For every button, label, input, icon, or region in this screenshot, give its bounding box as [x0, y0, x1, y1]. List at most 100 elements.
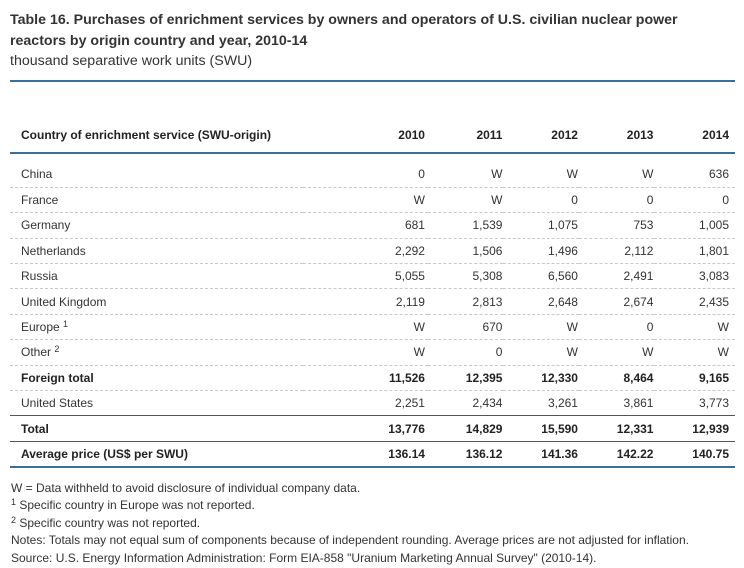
row-label-text: China	[21, 167, 53, 182]
note-rounding: Notes: Totals may not equal sum of compo…	[11, 533, 689, 548]
cell-2013: 12,331	[578, 415, 655, 442]
table-row: Total 13,776 14,829 15,590 12,331 12,939	[10, 415, 735, 442]
row-label: United Kingdom	[10, 288, 304, 315]
cell-2011: 1,539	[427, 212, 504, 239]
row-label: Russia	[10, 263, 304, 290]
cell-2010: 2,119	[303, 288, 428, 315]
row-label-text: Netherlands	[21, 243, 86, 258]
cell-2014: 9,165	[654, 365, 735, 392]
cell-2011: 5,308	[427, 263, 504, 290]
cell-2014: W	[654, 314, 735, 341]
table-row: United States 2,251 2,434 3,261 3,861 3,773	[10, 390, 735, 417]
row-label: United States	[10, 390, 304, 417]
cell-2011: 136.12	[427, 441, 504, 468]
row-label-text: United States	[21, 396, 94, 411]
cell-2011: 14,829	[427, 415, 504, 442]
row-label: France	[10, 187, 304, 214]
footnote-marker: 1	[63, 319, 69, 330]
row-label-text: Other	[21, 345, 52, 360]
cell-2011: 0	[427, 339, 504, 366]
units-caption: thousand separative work units (SWU)	[10, 53, 253, 69]
footnote-1-text: Specific country in Europe was not repor…	[16, 498, 255, 513]
data-table: Country of enrichment service (SWU-origi…	[10, 80, 735, 468]
footnote-1: 1 Specific country in Europe was not rep…	[11, 497, 740, 515]
cell-2010: 681	[303, 212, 428, 239]
cell-2013: 3,861	[578, 390, 655, 417]
cell-2013: 753	[578, 212, 655, 239]
footnote-2: 2 Specific country was not reported.	[11, 515, 740, 533]
header-2011: 2011	[427, 117, 504, 154]
table-title: Table 16. Purchases of enrichment servic…	[10, 12, 678, 49]
cell-2012: W	[503, 314, 579, 341]
header-2014: 2014	[654, 117, 735, 154]
table-row: United Kingdom 2,119 2,813 2,648 2,674 2,435	[10, 288, 735, 315]
row-label: China	[10, 162, 304, 188]
cell-2014: 3,773	[654, 390, 735, 417]
row-label: Foreign total	[10, 365, 304, 392]
row-label-text: Foreign total	[21, 370, 94, 385]
header-2013: 2013	[578, 117, 655, 154]
cell-2010: 5,055	[303, 263, 428, 290]
cell-2010: 11,526	[303, 365, 428, 392]
table-row: Russia 5,055 5,308 6,560 2,491 3,083	[10, 263, 735, 290]
row-label-text: United Kingdom	[21, 294, 107, 309]
row-label-text: Average price (US$ per SWU)	[21, 446, 188, 461]
row-label: Germany	[10, 212, 304, 239]
cell-2012: 0	[503, 187, 579, 214]
header-row: Country of enrichment service (SWU-origi…	[10, 117, 735, 154]
cell-2012: 3,261	[503, 390, 579, 417]
table-row: Europe 1 W 670 W 0 W	[10, 314, 735, 341]
note-withheld: W = Data withheld to avoid disclosure of…	[11, 480, 361, 495]
table-row: Netherlands 2,292 1,506 1,496 2,112 1,801	[10, 238, 735, 265]
cell-2012: 12,330	[503, 365, 579, 392]
cell-2011: 2,813	[427, 288, 504, 315]
cell-2010: 2,292	[303, 238, 428, 265]
table-body: China 0 W W W 636 France W W 0 0 0 Germany 681 1,539 1,…	[10, 153, 735, 468]
source-line: Source: U.S. Energy Information Administ…	[11, 551, 597, 566]
row-label: Average price (US$ per SWU)	[10, 441, 304, 468]
table-row: China 0 W W W 636	[10, 162, 735, 188]
cell-2012: 141.36	[503, 441, 579, 468]
cell-2011: 670	[427, 314, 504, 341]
row-label: Europe 1	[10, 314, 304, 341]
cell-2010: W	[303, 314, 428, 341]
cell-2013: 2,112	[578, 238, 655, 265]
row-label: Total	[10, 415, 304, 442]
table-row: Average price (US$ per SWU) 136.14 136.12 1…	[10, 441, 735, 468]
cell-2014: 0	[654, 187, 735, 214]
cell-2013: 8,464	[578, 365, 655, 392]
cell-2010: W	[303, 187, 428, 214]
cell-2014: 140.75	[654, 441, 735, 468]
cell-2012: 1,075	[503, 212, 579, 239]
cell-2010: W	[303, 339, 428, 366]
cell-2014: W	[654, 339, 735, 366]
cell-2011: 2,434	[427, 390, 504, 417]
footnotes: W = Data withheld to avoid disclosure of…	[10, 480, 740, 568]
cell-2010: 136.14	[303, 441, 428, 468]
cell-2013: 2,491	[578, 263, 655, 290]
header-2012: 2012	[503, 117, 579, 154]
cell-2014: 12,939	[654, 415, 735, 442]
row-label: Other 2	[10, 339, 304, 366]
cell-2010: 13,776	[303, 415, 428, 442]
table-row: Germany 681 1,539 1,075 753 1,005	[10, 212, 735, 239]
row-label-text: Russia	[21, 269, 58, 284]
cell-2011: W	[427, 162, 504, 188]
cell-2014: 3,083	[654, 263, 735, 290]
footnote-1-mark: 1	[11, 497, 17, 508]
cell-2010: 0	[303, 162, 428, 188]
cell-2012: W	[503, 162, 579, 188]
cell-2014: 1,801	[654, 238, 735, 265]
cell-2011: W	[427, 187, 504, 214]
cell-2013: 0	[578, 187, 655, 214]
row-label-text: Total	[21, 421, 49, 436]
cell-2010: 2,251	[303, 390, 428, 417]
cell-2012: 15,590	[503, 415, 579, 442]
cell-2014: 2,435	[654, 288, 735, 315]
footnote-2-text: Specific country was not reported.	[16, 515, 201, 530]
cell-2013: 0	[578, 314, 655, 341]
row-label-text: France	[21, 193, 59, 208]
cell-2014: 1,005	[654, 212, 735, 239]
footnote-2-mark: 2	[11, 514, 17, 525]
